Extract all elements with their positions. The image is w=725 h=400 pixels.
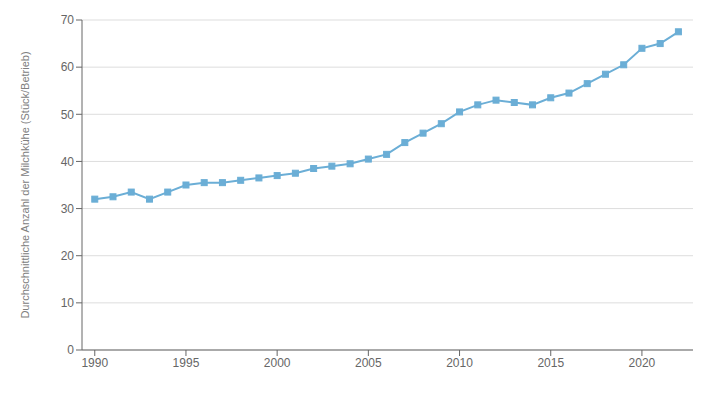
svg-text:30: 30 bbox=[61, 202, 75, 216]
svg-text:2000: 2000 bbox=[264, 356, 291, 370]
svg-text:2015: 2015 bbox=[537, 356, 564, 370]
svg-text:70: 70 bbox=[61, 13, 75, 27]
svg-text:20: 20 bbox=[61, 249, 75, 263]
svg-text:60: 60 bbox=[61, 60, 75, 74]
svg-text:40: 40 bbox=[61, 155, 75, 169]
svg-text:Durchschnittliche Anzahl der M: Durchschnittliche Anzahl der Milchkühe (… bbox=[19, 51, 31, 318]
svg-text:2005: 2005 bbox=[355, 356, 382, 370]
svg-text:50: 50 bbox=[61, 108, 75, 122]
svg-text:2010: 2010 bbox=[446, 356, 473, 370]
svg-text:0: 0 bbox=[67, 343, 74, 357]
svg-text:10: 10 bbox=[61, 296, 75, 310]
svg-text:2020: 2020 bbox=[629, 356, 656, 370]
svg-text:1995: 1995 bbox=[173, 356, 200, 370]
svg-text:1990: 1990 bbox=[81, 356, 108, 370]
